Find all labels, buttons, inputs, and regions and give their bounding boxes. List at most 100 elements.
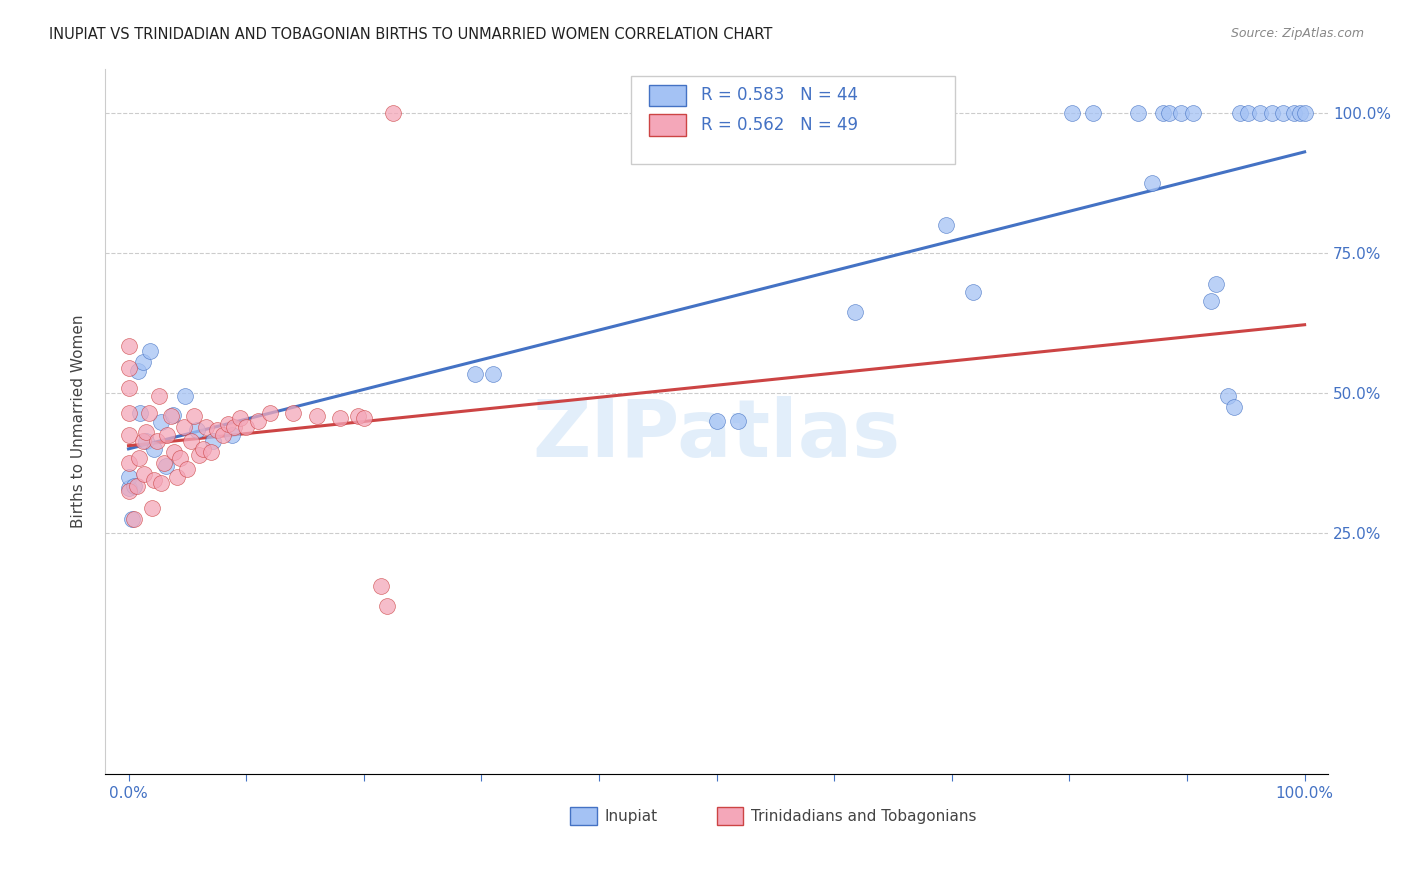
Trinidadians and Tobagonians bbox=[117, 339, 139, 353]
Trinidadians and Tobagonians bbox=[131, 434, 153, 448]
FancyBboxPatch shape bbox=[631, 76, 955, 164]
Trinidadians and Tobagonians bbox=[117, 484, 139, 499]
Trinidadians and Tobagonians bbox=[283, 406, 305, 420]
Inupiat bbox=[464, 367, 486, 381]
Trinidadians and Tobagonians bbox=[195, 420, 218, 434]
Trinidadians and Tobagonians bbox=[211, 428, 233, 442]
Inupiat bbox=[1081, 106, 1104, 120]
Trinidadians and Tobagonians bbox=[347, 409, 370, 423]
Inupiat bbox=[1181, 106, 1204, 120]
Trinidadians and Tobagonians bbox=[145, 434, 167, 448]
Trinidadians and Tobagonians bbox=[169, 450, 191, 465]
Trinidadians and Tobagonians bbox=[148, 389, 170, 403]
Trinidadians and Tobagonians bbox=[143, 473, 166, 487]
Trinidadians and Tobagonians bbox=[375, 599, 398, 613]
Inupiat bbox=[162, 408, 184, 422]
Inupiat bbox=[1170, 106, 1192, 120]
Inupiat bbox=[727, 414, 749, 428]
Text: Source: ZipAtlas.com: Source: ZipAtlas.com bbox=[1230, 27, 1364, 40]
Trinidadians and Tobagonians bbox=[125, 478, 148, 492]
Inupiat bbox=[1272, 106, 1295, 120]
Inupiat bbox=[138, 344, 160, 359]
FancyBboxPatch shape bbox=[650, 85, 686, 106]
Inupiat bbox=[482, 367, 505, 381]
Trinidadians and Tobagonians bbox=[229, 411, 252, 425]
Trinidadians and Tobagonians bbox=[173, 420, 195, 434]
Inupiat bbox=[1282, 106, 1305, 120]
Trinidadians and Tobagonians bbox=[224, 420, 246, 434]
Y-axis label: Births to Unmarried Women: Births to Unmarried Women bbox=[72, 315, 86, 528]
Inupiat bbox=[962, 285, 984, 300]
Trinidadians and Tobagonians bbox=[117, 381, 139, 395]
Inupiat bbox=[1153, 106, 1175, 120]
Inupiat bbox=[1229, 106, 1251, 120]
Trinidadians and Tobagonians bbox=[166, 470, 188, 484]
Trinidadians and Tobagonians bbox=[138, 406, 160, 420]
Inupiat bbox=[706, 414, 728, 428]
Inupiat bbox=[844, 305, 866, 319]
Inupiat bbox=[1249, 106, 1271, 120]
Text: Inupiat: Inupiat bbox=[605, 809, 657, 824]
Trinidadians and Tobagonians bbox=[150, 475, 173, 490]
Trinidadians and Tobagonians bbox=[235, 420, 257, 434]
Trinidadians and Tobagonians bbox=[205, 423, 228, 437]
Inupiat bbox=[124, 478, 146, 492]
Trinidadians and Tobagonians bbox=[117, 428, 139, 442]
Inupiat bbox=[1218, 389, 1240, 403]
Trinidadians and Tobagonians bbox=[117, 406, 139, 420]
Trinidadians and Tobagonians bbox=[370, 579, 392, 593]
Trinidadians and Tobagonians bbox=[160, 409, 183, 423]
Trinidadians and Tobagonians bbox=[135, 425, 157, 440]
Trinidadians and Tobagonians bbox=[246, 414, 269, 428]
Trinidadians and Tobagonians bbox=[128, 450, 150, 465]
Inupiat bbox=[1260, 106, 1282, 120]
Trinidadians and Tobagonians bbox=[156, 428, 179, 442]
Text: INUPIAT VS TRINIDADIAN AND TOBAGONIAN BIRTHS TO UNMARRIED WOMEN CORRELATION CHAR: INUPIAT VS TRINIDADIAN AND TOBAGONIAN BI… bbox=[49, 27, 772, 42]
Inupiat bbox=[1294, 106, 1316, 120]
Inupiat bbox=[129, 406, 152, 420]
FancyBboxPatch shape bbox=[717, 807, 744, 825]
Trinidadians and Tobagonians bbox=[152, 456, 174, 470]
Inupiat bbox=[1199, 293, 1222, 308]
Inupiat bbox=[935, 219, 957, 233]
Inupiat bbox=[1205, 277, 1227, 291]
FancyBboxPatch shape bbox=[569, 807, 596, 825]
Inupiat bbox=[1140, 176, 1163, 190]
Inupiat bbox=[131, 355, 153, 369]
Text: R = 0.583   N = 44: R = 0.583 N = 44 bbox=[700, 87, 858, 104]
Trinidadians and Tobagonians bbox=[132, 467, 155, 482]
Trinidadians and Tobagonians bbox=[141, 501, 163, 516]
Inupiat bbox=[155, 458, 177, 473]
Trinidadians and Tobagonians bbox=[191, 442, 214, 457]
Inupiat bbox=[143, 442, 166, 457]
Trinidadians and Tobagonians bbox=[382, 106, 405, 120]
Trinidadians and Tobagonians bbox=[124, 512, 146, 526]
Inupiat bbox=[121, 512, 143, 526]
Inupiat bbox=[1237, 106, 1260, 120]
Text: Trinidadians and Tobagonians: Trinidadians and Tobagonians bbox=[751, 809, 976, 824]
Trinidadians and Tobagonians bbox=[117, 361, 139, 376]
Inupiat bbox=[1060, 106, 1083, 120]
Trinidadians and Tobagonians bbox=[200, 445, 222, 459]
Trinidadians and Tobagonians bbox=[188, 448, 211, 462]
Inupiat bbox=[150, 416, 173, 430]
Inupiat bbox=[174, 389, 197, 403]
Trinidadians and Tobagonians bbox=[353, 411, 375, 425]
Trinidadians and Tobagonians bbox=[259, 406, 281, 420]
Trinidadians and Tobagonians bbox=[117, 456, 139, 470]
Trinidadians and Tobagonians bbox=[305, 409, 328, 423]
Inupiat bbox=[186, 423, 208, 437]
Inupiat bbox=[1223, 401, 1246, 415]
Trinidadians and Tobagonians bbox=[180, 434, 202, 448]
Inupiat bbox=[127, 364, 149, 378]
Trinidadians and Tobagonians bbox=[218, 417, 240, 431]
Inupiat bbox=[117, 470, 139, 484]
Trinidadians and Tobagonians bbox=[183, 409, 205, 423]
Trinidadians and Tobagonians bbox=[176, 462, 198, 476]
Inupiat bbox=[221, 428, 243, 442]
Inupiat bbox=[1159, 106, 1181, 120]
Inupiat bbox=[1126, 106, 1149, 120]
Inupiat bbox=[117, 482, 139, 496]
Text: ZIPatlas: ZIPatlas bbox=[533, 396, 901, 475]
Inupiat bbox=[202, 434, 225, 448]
